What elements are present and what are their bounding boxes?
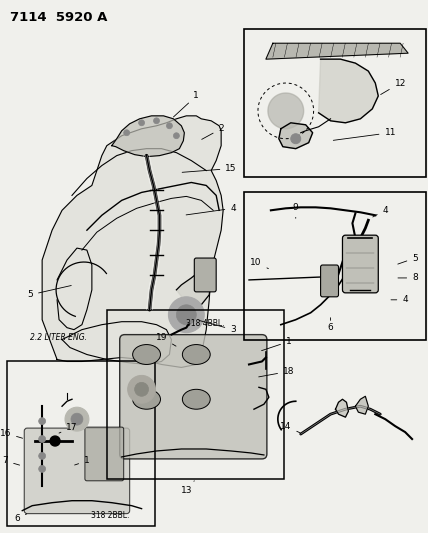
Circle shape: [169, 297, 204, 333]
FancyBboxPatch shape: [194, 258, 216, 292]
Text: 3: 3: [199, 320, 236, 334]
Circle shape: [135, 382, 149, 396]
FancyBboxPatch shape: [85, 427, 124, 481]
Polygon shape: [42, 116, 223, 367]
Text: 18: 18: [259, 367, 294, 377]
Text: 1: 1: [173, 92, 199, 117]
Text: 318 2BBL.: 318 2BBL.: [91, 511, 130, 520]
Polygon shape: [336, 399, 348, 417]
Circle shape: [173, 133, 179, 139]
Text: 6: 6: [328, 318, 333, 332]
Text: 4: 4: [391, 295, 408, 304]
Circle shape: [176, 305, 196, 325]
Text: 19: 19: [156, 333, 176, 346]
Text: 2: 2: [202, 124, 224, 139]
Text: 10: 10: [250, 257, 268, 269]
Circle shape: [291, 134, 301, 144]
Bar: [7, 361, 155, 526]
Text: 15: 15: [182, 164, 237, 173]
Bar: [107, 310, 284, 479]
Ellipse shape: [133, 389, 160, 409]
Text: 14: 14: [280, 422, 300, 433]
Bar: [244, 29, 426, 176]
Text: 7114  5920 A: 7114 5920 A: [10, 11, 108, 25]
Text: 9: 9: [293, 203, 299, 219]
Polygon shape: [176, 265, 211, 310]
Circle shape: [139, 120, 145, 126]
FancyBboxPatch shape: [321, 265, 339, 297]
Text: 1: 1: [262, 337, 291, 351]
FancyBboxPatch shape: [120, 335, 267, 459]
Polygon shape: [112, 116, 184, 157]
Text: 4: 4: [373, 206, 388, 217]
Polygon shape: [318, 59, 378, 123]
FancyBboxPatch shape: [24, 428, 130, 514]
Text: 4: 4: [186, 204, 236, 215]
Text: 13: 13: [181, 481, 194, 495]
Polygon shape: [268, 93, 304, 129]
Text: 11: 11: [333, 128, 396, 140]
Text: 17: 17: [59, 423, 78, 433]
Polygon shape: [279, 123, 312, 149]
Bar: [244, 192, 426, 340]
Text: 16: 16: [0, 429, 23, 438]
Text: 6: 6: [15, 514, 27, 523]
Text: 5: 5: [27, 286, 71, 300]
Text: 7: 7: [3, 456, 20, 465]
Circle shape: [65, 407, 89, 431]
Circle shape: [39, 453, 46, 459]
Circle shape: [39, 465, 46, 472]
Circle shape: [39, 418, 46, 425]
Polygon shape: [266, 43, 408, 59]
Text: 318 4BBL.: 318 4BBL.: [187, 319, 225, 328]
Circle shape: [39, 435, 46, 442]
Ellipse shape: [133, 344, 160, 365]
Circle shape: [71, 413, 83, 425]
Ellipse shape: [182, 389, 210, 409]
Circle shape: [50, 436, 60, 446]
Text: 2.2 LITER ENG.: 2.2 LITER ENG.: [30, 333, 87, 342]
Text: 5: 5: [398, 254, 418, 264]
Circle shape: [166, 123, 172, 129]
Text: 12: 12: [380, 78, 406, 94]
Text: 1: 1: [74, 456, 90, 465]
Ellipse shape: [182, 344, 210, 365]
Text: 8: 8: [398, 273, 418, 282]
Polygon shape: [355, 396, 369, 414]
Circle shape: [154, 118, 160, 124]
FancyBboxPatch shape: [342, 235, 378, 293]
Circle shape: [128, 375, 155, 403]
Circle shape: [124, 130, 130, 136]
